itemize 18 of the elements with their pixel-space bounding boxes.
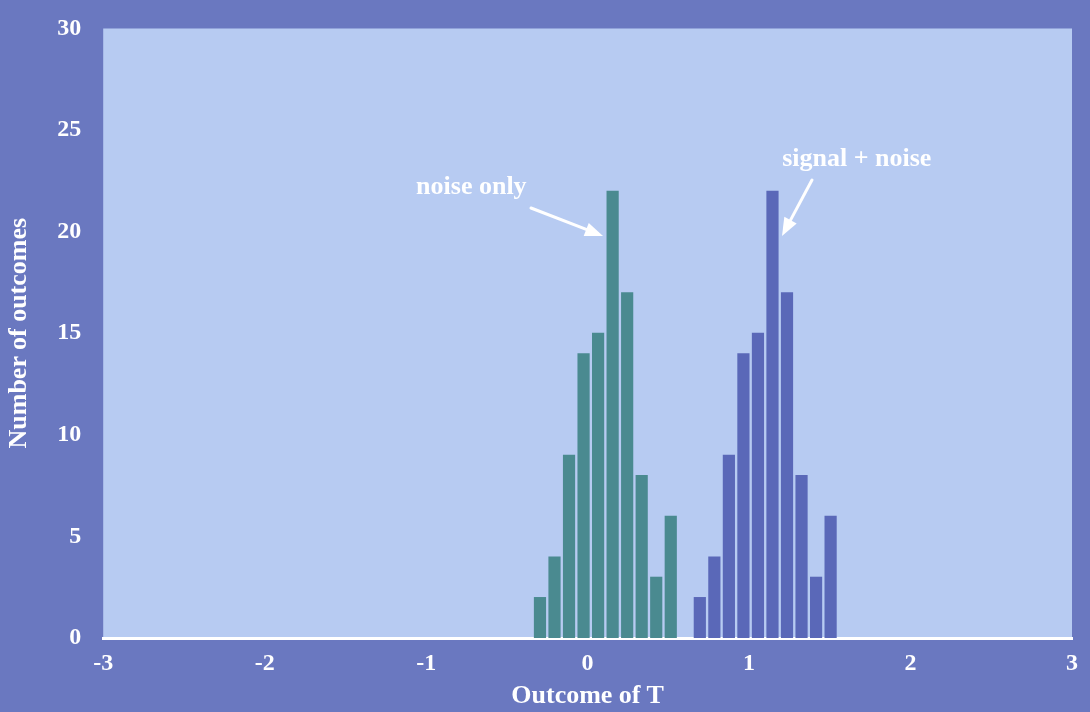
- y-tick-label: 25: [57, 115, 82, 142]
- y-tick-label: 20: [57, 216, 82, 243]
- x-tick-label: 1: [743, 648, 756, 675]
- x-tick-label: 3: [1066, 648, 1078, 675]
- x-tick-label: -2: [254, 648, 275, 675]
- y-tick-label: 0: [69, 623, 82, 650]
- y-tick-label: 5: [69, 521, 82, 548]
- x-axis-title: Outcome of T: [511, 680, 664, 710]
- y-tick-label: 30: [57, 13, 82, 40]
- annotation: signal + noise: [782, 143, 932, 173]
- x-tick-label: -3: [93, 648, 114, 675]
- y-tick-label: 15: [57, 318, 82, 345]
- y-tick-label: 10: [57, 420, 82, 446]
- annotation: noise only: [416, 171, 527, 201]
- x-tick-label: -1: [416, 648, 437, 675]
- y-axis-title: Number of outcomes: [3, 217, 33, 449]
- x-tick-label: 0: [581, 648, 594, 675]
- x-tick-label: 2: [904, 648, 917, 675]
